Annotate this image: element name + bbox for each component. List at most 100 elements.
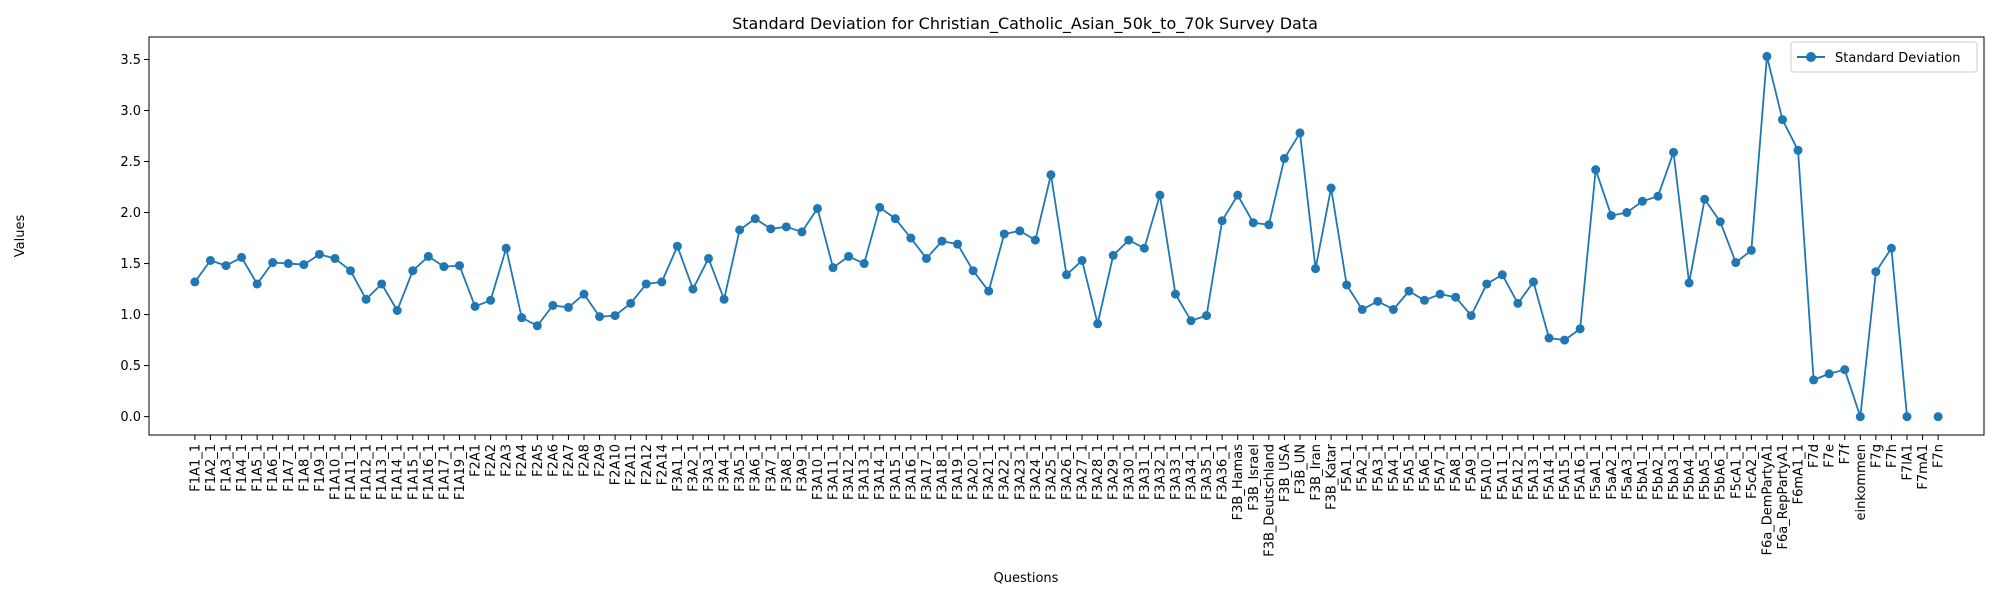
x-tick-label: F6a_DemPartyA1 <box>1760 444 1775 555</box>
x-tick-label: F5A11_1 <box>1496 444 1511 500</box>
x-tick-label: F2A4 <box>515 444 530 477</box>
data-point <box>906 233 916 243</box>
data-point <box>423 251 433 261</box>
x-tick-label: F3A22_1 <box>998 444 1013 500</box>
y-tick-label: 3.5 <box>120 53 141 68</box>
data-point <box>1715 217 1725 227</box>
data-point <box>283 259 293 269</box>
data-point <box>1419 295 1429 305</box>
x-tick-label: F5bA1_1 <box>1636 444 1651 500</box>
data-point <box>1139 243 1149 253</box>
data-point <box>252 279 262 289</box>
chart-title: Standard Deviation for Christian_Catholi… <box>732 14 1318 34</box>
data-point <box>1669 147 1679 157</box>
x-tick-label: F3A24_1 <box>1029 444 1044 500</box>
data-point <box>704 253 714 263</box>
data-point <box>1591 165 1601 175</box>
data-point <box>1528 277 1538 287</box>
x-tick-label: F3B_Israel <box>1247 444 1262 511</box>
x-tick-label: F3A19_1 <box>951 444 966 500</box>
data-point <box>1824 369 1834 379</box>
x-tick-label: F5bA2_1 <box>1651 444 1666 500</box>
data-point <box>1279 153 1289 163</box>
data-point <box>501 243 511 253</box>
x-tick-label: F1A14_1 <box>391 444 406 500</box>
data-point <box>1404 286 1414 296</box>
x-tick-label: F3A23_1 <box>1013 444 1028 500</box>
x-tick-label: F7e <box>1823 444 1838 468</box>
data-point <box>1295 128 1305 138</box>
data-point <box>595 312 605 322</box>
data-point <box>1933 412 1943 422</box>
x-tick-label: F3B_UN <box>1293 444 1308 494</box>
data-point <box>921 253 931 263</box>
data-point <box>1030 235 1040 245</box>
data-point <box>984 286 994 296</box>
x-tick-label: F3A21_1 <box>982 444 997 500</box>
data-point <box>1622 208 1632 218</box>
x-tick-label: F3A26_1 <box>1060 444 1075 500</box>
x-tick-label: F1A10_1 <box>328 444 343 500</box>
x-tick-label: F3A8_1 <box>780 444 795 492</box>
data-point <box>579 289 589 299</box>
data-point <box>719 294 729 304</box>
data-point <box>1357 304 1367 314</box>
x-tick-label: F6mA1_1 <box>1792 444 1807 504</box>
x-tick-label: F5aA1_1 <box>1589 444 1604 500</box>
x-tick-label: F2A1 <box>469 444 484 477</box>
y-tick-label: 2.5 <box>120 155 141 170</box>
x-tick-label: F5bA5_1 <box>1698 444 1713 500</box>
data-point <box>1793 145 1803 155</box>
data-point <box>377 279 387 289</box>
x-tick-label: F3A30_1 <box>1122 444 1137 500</box>
data-point <box>1560 335 1570 345</box>
x-tick-label: F2A7 <box>562 444 577 477</box>
x-tick-label: F1A3_1 <box>220 444 235 492</box>
x-tick-label: F5A7_1 <box>1434 444 1449 492</box>
series-standard-deviation <box>190 51 1943 422</box>
data-point <box>1606 211 1616 221</box>
data-point <box>672 241 682 251</box>
x-tick-label: F5A16_1 <box>1574 444 1589 500</box>
data-point <box>237 252 247 262</box>
data-point <box>1108 250 1118 260</box>
data-point <box>953 239 963 249</box>
x-tick-label: F3A11_1 <box>827 444 842 500</box>
x-tick-label: F5A14_1 <box>1543 444 1558 500</box>
y-axis-label: Values <box>13 215 28 258</box>
y-tick-label: 0.0 <box>120 410 141 425</box>
x-tick-label: F3B_Deutschland <box>1262 444 1277 557</box>
data-point <box>890 214 900 224</box>
data-point <box>1373 296 1383 306</box>
x-tick-label: F5A12_1 <box>1511 444 1526 500</box>
data-point <box>1902 412 1912 422</box>
x-tick-label: F3A27_1 <box>1076 444 1091 500</box>
data-point <box>1684 278 1694 288</box>
data-point <box>781 222 791 232</box>
data-point <box>875 202 885 212</box>
data-point <box>828 263 838 273</box>
x-tick-label: F3B_Hamas <box>1231 444 1246 521</box>
y-tick-label: 0.5 <box>120 359 141 374</box>
x-tick-label: F2A8 <box>577 444 592 477</box>
data-point <box>1248 218 1258 228</box>
data-point <box>735 225 745 235</box>
data-point <box>1451 292 1461 302</box>
x-tick-label: F3B_Iran <box>1309 444 1324 501</box>
x-tick-label: F5A15_1 <box>1558 444 1573 500</box>
x-tick-label: F7g <box>1869 444 1884 468</box>
x-tick-label: F7d <box>1807 444 1822 468</box>
data-point <box>1155 190 1165 200</box>
data-point <box>1217 216 1227 226</box>
x-tick-label: F3A20_1 <box>967 444 982 500</box>
data-point <box>439 262 449 272</box>
data-point <box>1062 270 1071 280</box>
x-tick-label: F1A17_1 <box>437 444 452 500</box>
data-point <box>1124 235 1134 245</box>
x-tick-label: F3A35_1 <box>1200 444 1215 500</box>
x-tick-label: F3A6_1 <box>749 444 764 492</box>
data-point <box>937 236 947 246</box>
x-tick-label: F2A3 <box>500 444 515 477</box>
x-tick-label: F1A19_1 <box>453 444 468 500</box>
